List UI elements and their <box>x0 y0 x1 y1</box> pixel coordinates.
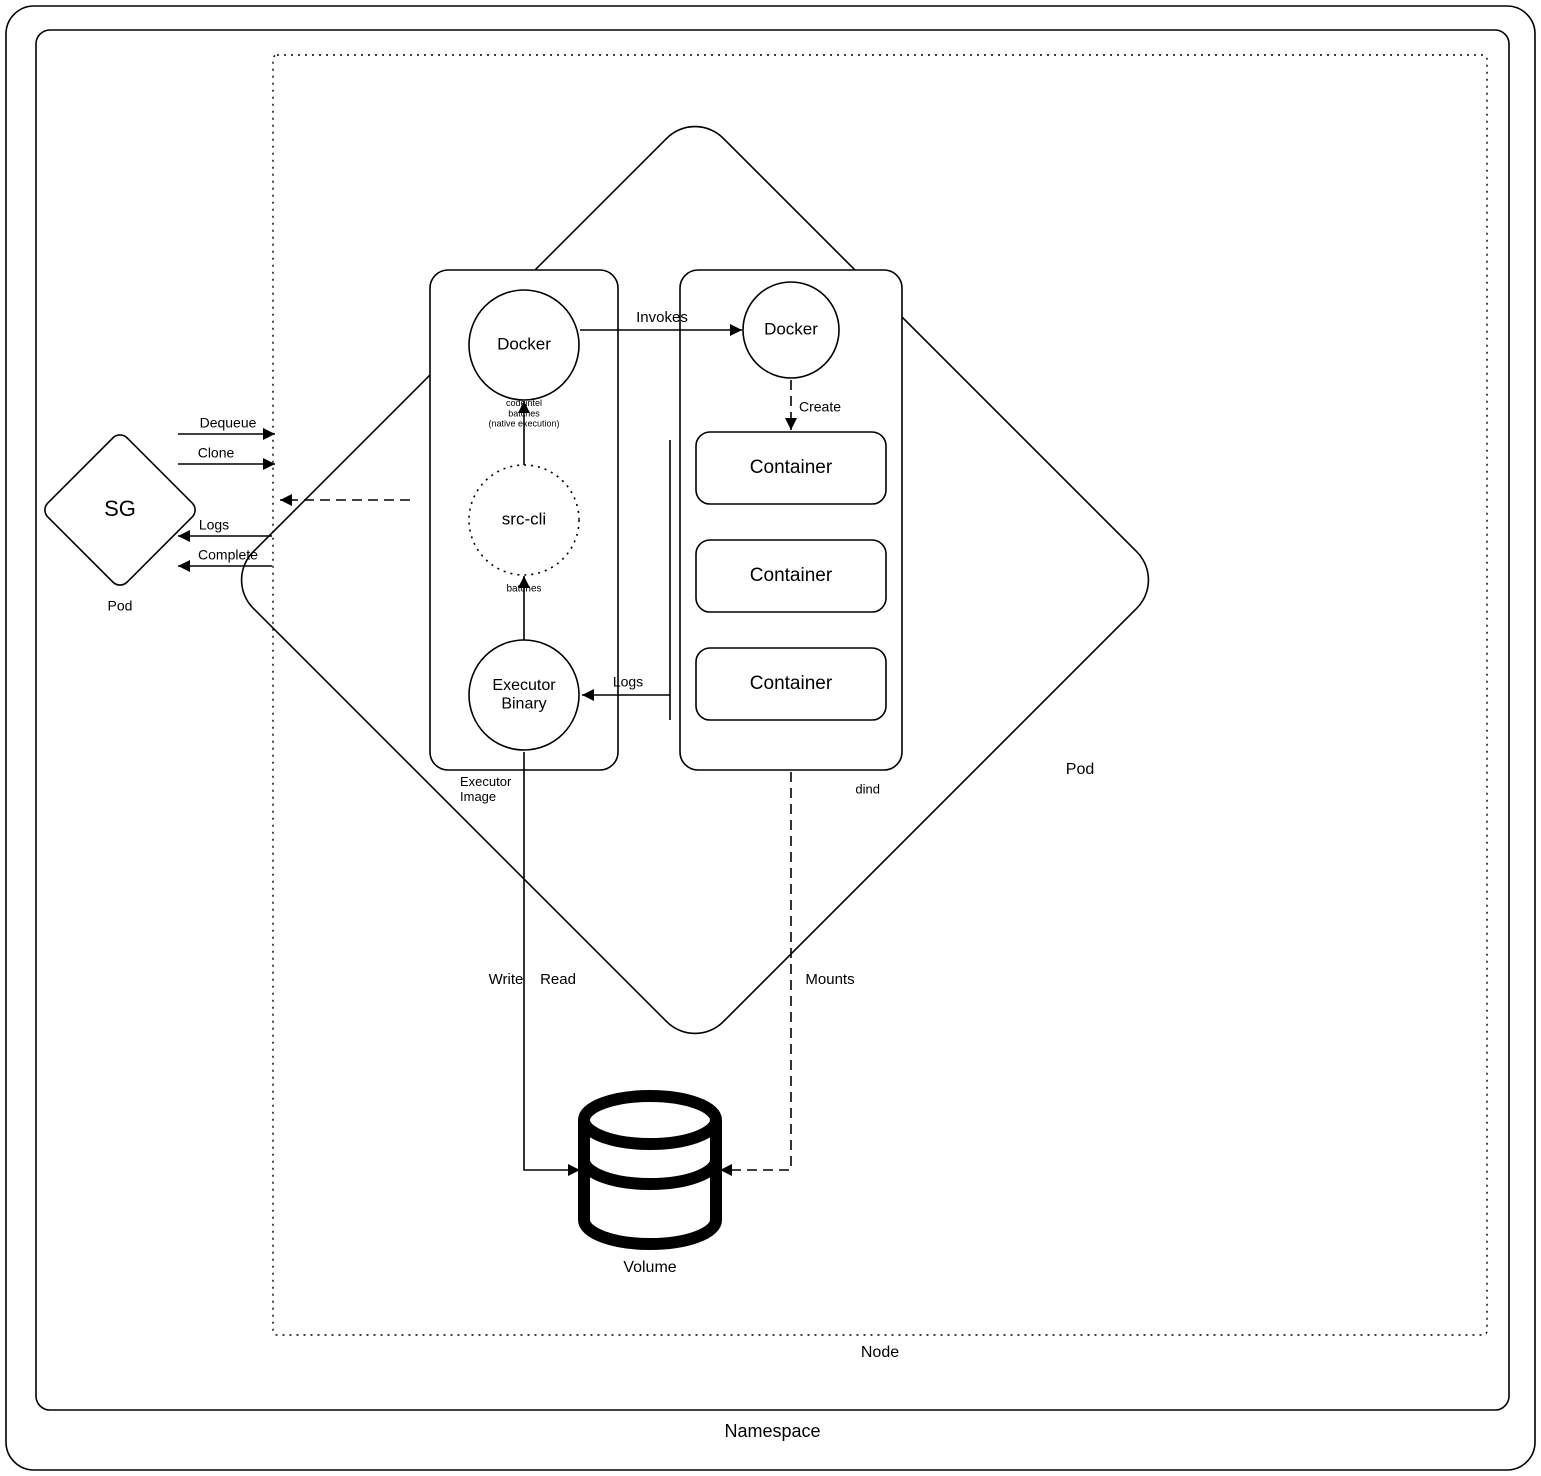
svg-text:Mounts: Mounts <box>805 971 854 988</box>
svg-text:Logs: Logs <box>613 674 643 690</box>
svg-text:Volume: Volume <box>623 1259 676 1276</box>
svg-text:Image: Image <box>460 789 496 804</box>
svg-text:dind: dind <box>855 781 880 796</box>
svg-text:Executor: Executor <box>492 677 556 694</box>
svg-text:src-cli: src-cli <box>502 509 546 528</box>
svg-text:Complete: Complete <box>198 547 258 563</box>
svg-text:Write: Write <box>489 971 524 988</box>
svg-text:Pod: Pod <box>1066 761 1094 778</box>
svg-text:Invokes: Invokes <box>636 309 688 326</box>
svg-text:Docker: Docker <box>497 334 551 353</box>
svg-text:SG: SG <box>104 496 136 521</box>
svg-text:Clone: Clone <box>198 445 235 461</box>
svg-text:Node: Node <box>861 1344 899 1361</box>
architecture-diagram: NamespaceNodePodExecutorImagedindSGPodDo… <box>0 0 1541 1476</box>
svg-text:Binary: Binary <box>501 695 546 712</box>
svg-text:Dequeue: Dequeue <box>200 415 257 431</box>
svg-text:Executor: Executor <box>460 774 512 789</box>
svg-text:Container: Container <box>750 673 833 694</box>
svg-text:Create: Create <box>799 399 841 415</box>
svg-text:Read: Read <box>540 971 576 988</box>
svg-text:Container: Container <box>750 457 833 478</box>
svg-text:Docker: Docker <box>764 319 818 338</box>
svg-text:Logs: Logs <box>199 517 229 533</box>
svg-text:Container: Container <box>750 565 833 586</box>
svg-text:Namespace: Namespace <box>724 1421 820 1441</box>
svg-text:Pod: Pod <box>108 598 133 614</box>
